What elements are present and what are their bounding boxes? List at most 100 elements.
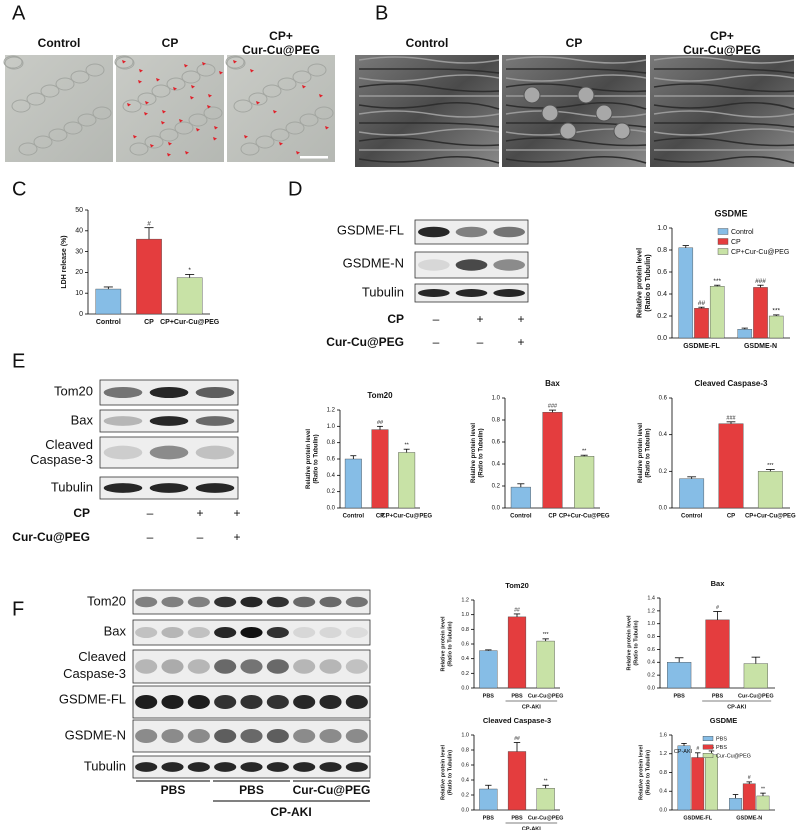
texture [505, 83, 647, 93]
texture [358, 128, 500, 136]
x-tick-label: CP [376, 514, 384, 520]
significance-mark: * [188, 267, 191, 274]
legend-label: Cur-Cu@PEG [716, 753, 751, 759]
texture [653, 74, 795, 82]
y-tick-label: 0.0 [657, 335, 667, 342]
bleb [577, 86, 595, 104]
band [345, 694, 368, 710]
cell [151, 84, 171, 98]
y-tick-label: 0.4 [492, 462, 501, 468]
band [161, 762, 184, 772]
y-tick-label: 0.6 [647, 647, 655, 653]
significance-mark: *** [772, 308, 780, 315]
significance-mark: ** [405, 443, 410, 449]
cell [277, 77, 297, 91]
cell [203, 106, 223, 120]
y-tick-label: 0.2 [461, 792, 469, 798]
band [455, 289, 488, 297]
blot-row-label: Cleaved [78, 649, 126, 664]
x-tick-label: CP+Cur-Cu@PEG [559, 514, 610, 520]
band [195, 445, 235, 460]
band [103, 416, 143, 426]
cell [114, 55, 134, 69]
x-tick-label: CP [727, 514, 735, 520]
cell [4, 56, 24, 70]
arrowhead [122, 60, 126, 64]
bar [479, 788, 498, 811]
panel-letter: C [12, 178, 26, 200]
cell [115, 56, 135, 70]
bar [705, 619, 730, 689]
bar [679, 478, 705, 509]
y-tick-label: 0.8 [492, 418, 501, 424]
condition-label: Cur-Cu@PEG [326, 335, 404, 349]
band [345, 596, 368, 608]
y-tick-label: 0.0 [647, 685, 655, 691]
arrowhead [250, 69, 254, 73]
cell [174, 121, 194, 135]
arrowhead [179, 119, 183, 123]
band [319, 659, 342, 674]
arrowhead [273, 110, 277, 114]
arrowhead [145, 101, 149, 105]
y-axis-label: (Ratio to Tubulin) [646, 428, 652, 477]
band [266, 762, 289, 772]
arrowhead [168, 142, 172, 146]
bleb [523, 86, 541, 104]
band [149, 445, 189, 460]
y-tick-label: 0.0 [492, 506, 501, 512]
y-tick-label: 0.8 [659, 770, 667, 776]
arrowhead [127, 103, 131, 107]
condition-sign: – [147, 506, 154, 520]
blot-row-label: Tubulin [362, 284, 404, 299]
bar [398, 452, 416, 509]
band [455, 259, 488, 271]
band [319, 596, 342, 608]
condition-sign: – [477, 335, 484, 349]
y-tick-label: 0.0 [327, 506, 336, 512]
blot-row-label: Bax [104, 623, 127, 638]
cell [240, 142, 260, 156]
band [319, 694, 342, 710]
texture [653, 56, 795, 64]
cell [166, 77, 186, 91]
arrowhead [214, 126, 218, 130]
arrowhead [202, 62, 206, 66]
condition-sign: – [433, 312, 440, 326]
arrowhead [156, 78, 160, 82]
cell [285, 121, 305, 135]
arrowhead [213, 137, 217, 141]
y-axis-label: Relative protein level [440, 745, 446, 800]
bar [743, 663, 768, 689]
y-axis-label: (Ratio to Tubulin) [447, 750, 453, 795]
y-tick-label: 0 [79, 311, 83, 318]
chart-title: Bax [711, 579, 726, 588]
y-axis-label: (Ratio to Tubulin) [314, 434, 320, 483]
chart-title: Cleaved Caspase-3 [695, 379, 768, 388]
x-tick-label: CP+Cur-Cu@PEG [745, 514, 796, 520]
column-header: CP [566, 36, 583, 50]
arrowhead [219, 71, 223, 75]
column-header: Cur-Cu@PEG [683, 43, 761, 57]
y-tick-label: 0.4 [647, 660, 655, 666]
band [195, 483, 235, 493]
bar [574, 456, 595, 509]
condition-sign: + [517, 335, 524, 349]
texture [359, 68, 500, 74]
y-axis-label: (Ratio to Tubulin) [645, 750, 651, 795]
texture [358, 156, 500, 164]
band [135, 659, 158, 674]
blot-row-label: Tom20 [87, 593, 126, 608]
bar [536, 640, 555, 689]
band [293, 627, 316, 638]
band [214, 627, 237, 638]
band [135, 762, 158, 772]
bar [718, 423, 744, 509]
texture [653, 83, 795, 93]
group-label: CP-AKI [270, 805, 311, 819]
group-label: CP-AKI [727, 704, 746, 710]
texture [653, 156, 795, 164]
y-tick-label: 0.4 [461, 656, 469, 662]
x-tick-label: PBS [483, 815, 495, 821]
cell [26, 92, 46, 106]
